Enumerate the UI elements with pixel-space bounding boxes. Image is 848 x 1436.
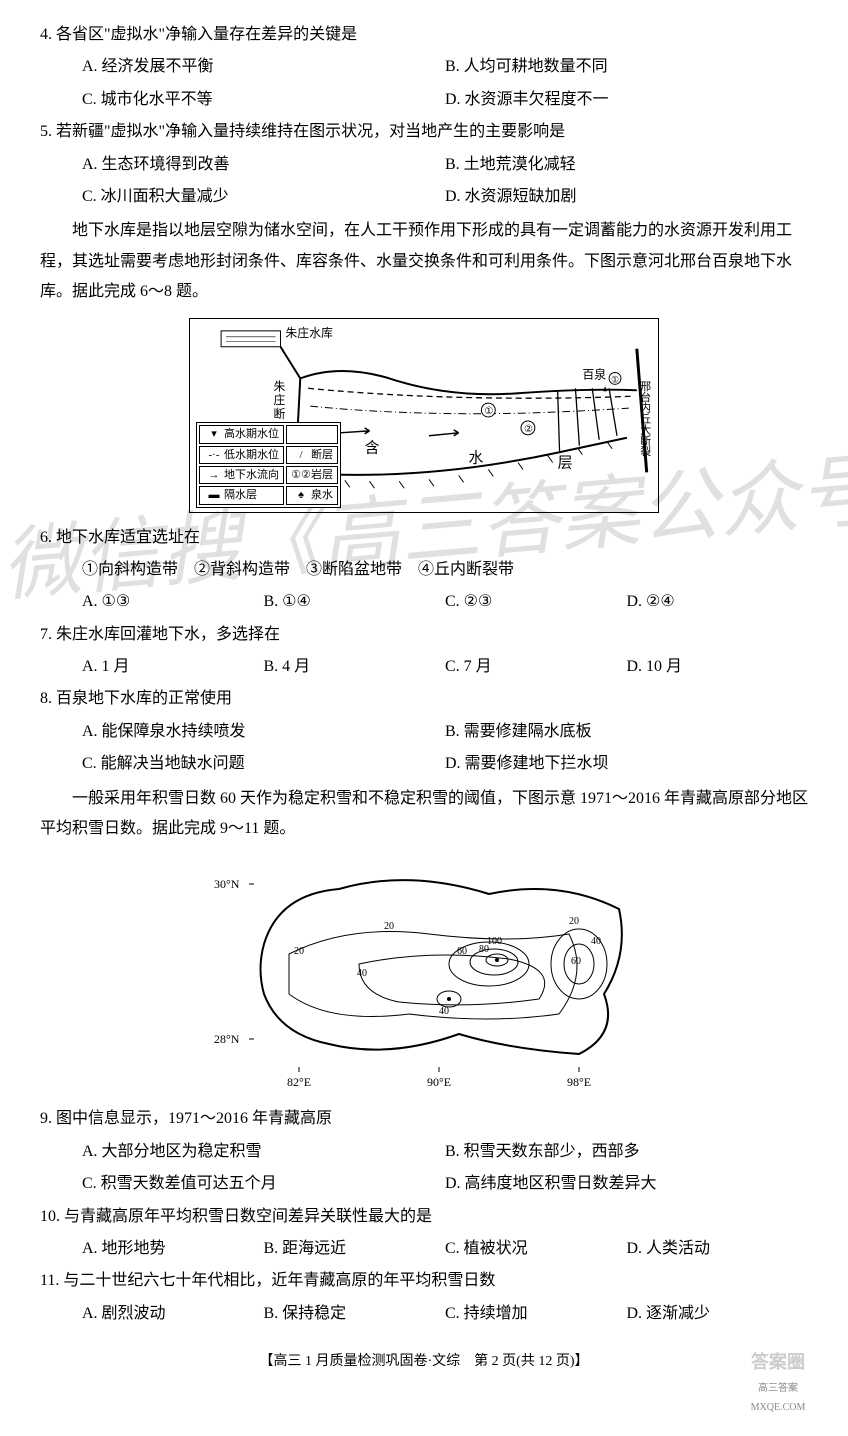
figure-2: 30°N 28°N 82°E 90°E 98°E 20 20 20 40 40 … (40, 854, 808, 1094)
q7-option-a: A. 1 月 (82, 652, 264, 682)
lon-90e: 90°E (427, 1075, 451, 1089)
q10-option-c: C. 植被状况 (445, 1234, 627, 1264)
lat-28n: 28°N (214, 1032, 240, 1046)
label-xingtai-fault: 邢台内丘大断裂 (639, 379, 651, 456)
q5-option-a: A. 生态环境得到改善 (82, 150, 445, 180)
legend-flow: 地下水流向 (224, 469, 279, 481)
q7-option-b: B. 4 月 (264, 652, 446, 682)
q9-options-row1: A. 大部分地区为稳定积雪 B. 积雪天数东部少，西部多 (40, 1137, 808, 1167)
q6-option-c: C. ②③ (445, 587, 627, 617)
corner-watermark-logo: 答案圈 高三答案 MXQE.COM (728, 1346, 828, 1416)
q8-option-a: A. 能保障泉水持续喷发 (82, 717, 445, 747)
q5-options-row2: C. 冰川面积大量减少 D. 水资源短缺加剧 (40, 182, 808, 212)
q5-option-d: D. 水资源短缺加剧 (445, 182, 808, 212)
q11-option-a: A. 剧烈波动 (82, 1299, 264, 1329)
q6-sub-options: ①向斜构造带 ②背斜构造带 ③断陷盆地带 ④丘内断裂带 (40, 555, 808, 585)
svg-text:20: 20 (569, 916, 579, 927)
q8-options-row2: C. 能解决当地缺水问题 D. 需要修建地下拦水坝 (40, 749, 808, 779)
label-han: 含 (365, 439, 380, 456)
q9-option-b: B. 积雪天数东部少，西部多 (445, 1137, 808, 1167)
svg-text:20: 20 (294, 946, 304, 957)
q11-option-d: D. 逐渐减少 (627, 1299, 809, 1329)
svg-text:60: 60 (457, 946, 467, 957)
legend-strata: 岩层 (311, 469, 333, 481)
q6-option-a: A. ①③ (82, 587, 264, 617)
svg-text:40: 40 (357, 968, 367, 979)
q10-option-d: D. 人类活动 (627, 1234, 809, 1264)
q10-option-a: A. 地形地势 (82, 1234, 264, 1264)
svg-text:100: 100 (487, 936, 502, 947)
q11-stem: 11. 与二十世纪六七十年代相比，近年青藏高原的年平均积雪日数 (40, 1266, 808, 1296)
q5-options-row1: A. 生态环境得到改善 B. 土地荒漠化减轻 (40, 150, 808, 180)
q11-option-b: B. 保持稳定 (264, 1299, 446, 1329)
q9-options-row2: C. 积雪天数差值可达五个月 D. 高纬度地区积雪日数差异大 (40, 1169, 808, 1199)
legend-spring: 泉水 (311, 489, 333, 501)
svg-text:①: ① (611, 374, 619, 384)
svg-text:40: 40 (439, 1006, 449, 1017)
label-layer-2: ② (524, 423, 533, 434)
q5-option-c: C. 冰川面积大量减少 (82, 182, 445, 212)
q5-stem: 5. 若新疆"虚拟水"净输入量持续维持在图示状况，对当地产生的主要影响是 (40, 117, 808, 147)
label-shui: 水 (469, 449, 484, 466)
q9-stem: 9. 图中信息显示，1971～2016 年青藏高原 (40, 1104, 808, 1134)
svg-text:60: 60 (571, 956, 581, 967)
q6-option-b: B. ①④ (264, 587, 446, 617)
q4-stem: 4. 各省区"虚拟水"净输入量存在差异的关键是 (40, 20, 808, 50)
figure-1-legend: ▾高水期水位 -·-低水期水位 /断层 →地下水流向 ①②岩层 ▬隔水层 ♠泉水 (196, 422, 341, 507)
q4-option-b: B. 人均可耕地数量不同 (445, 52, 808, 82)
q4-option-d: D. 水资源丰欠程度不一 (445, 85, 808, 115)
legend-low-water: 低水期水位 (224, 449, 279, 461)
lon-98e: 98°E (567, 1075, 591, 1089)
q4-option-c: C. 城市化水平不等 (82, 85, 445, 115)
q7-option-c: C. 7 月 (445, 652, 627, 682)
q9-option-d: D. 高纬度地区积雪日数差异大 (445, 1169, 808, 1199)
q10-options: A. 地形地势 B. 距海远近 C. 植被状况 D. 人类活动 (40, 1234, 808, 1264)
q7-stem: 7. 朱庄水库回灌地下水，多选择在 (40, 620, 808, 650)
figure-1: 朱庄水库 朱 庄 断 (40, 318, 808, 513)
svg-text:40: 40 (591, 936, 601, 947)
q10-option-b: B. 距海远近 (264, 1234, 446, 1264)
q4-option-a: A. 经济发展不平衡 (82, 52, 445, 82)
label-zhuzhuang-shuiku: 朱庄水库 (285, 325, 333, 339)
page-footer: 【高三 1 月质量检测巩固卷·文综 第 2 页(共 12 页)】 (40, 1349, 808, 1376)
svg-text:断: 断 (274, 406, 286, 420)
q4-options-row2: C. 城市化水平不等 D. 水资源丰欠程度不一 (40, 85, 808, 115)
q5-option-b: B. 土地荒漠化减轻 (445, 150, 808, 180)
q8-option-c: C. 能解决当地缺水问题 (82, 749, 445, 779)
passage-1: 地下水库是指以地层空隙为储水空间，在人工干预作用下形成的具有一定调蓄能力的水资源… (40, 216, 808, 307)
q9-option-c: C. 积雪天数差值可达五个月 (82, 1169, 445, 1199)
legend-high-water: 高水期水位 (224, 428, 279, 440)
q8-option-d: D. 需要修建地下拦水坝 (445, 749, 808, 779)
lat-30n: 30°N (214, 877, 240, 891)
label-baiquan: 百泉 (582, 367, 606, 381)
q10-stem: 10. 与青藏高原年平均积雪日数空间差异关联性最大的是 (40, 1202, 808, 1232)
q7-options: A. 1 月 B. 4 月 C. 7 月 D. 10 月 (40, 652, 808, 682)
q11-options: A. 剧烈波动 B. 保持稳定 C. 持续增加 D. 逐渐减少 (40, 1299, 808, 1329)
q8-stem: 8. 百泉地下水库的正常使用 (40, 684, 808, 714)
q6-stem: 6. 地下水库适宜选址在 (40, 523, 808, 553)
svg-text:20: 20 (384, 921, 394, 932)
svg-text:庄: 庄 (274, 393, 286, 407)
passage-2: 一般采用年积雪日数 60 天作为稳定积雪和不稳定积雪的阈值，下图示意 1971～… (40, 784, 808, 845)
q8-option-b: B. 需要修建隔水底板 (445, 717, 808, 747)
q8-options-row1: A. 能保障泉水持续喷发 B. 需要修建隔水底板 (40, 717, 808, 747)
label-ceng: 层 (558, 455, 573, 471)
snow-contour-map-svg: 30°N 28°N 82°E 90°E 98°E 20 20 20 40 40 … (209, 854, 639, 1094)
q11-option-c: C. 持续增加 (445, 1299, 627, 1329)
q9-option-a: A. 大部分地区为稳定积雪 (82, 1137, 445, 1167)
q4-options-row1: A. 经济发展不平衡 B. 人均可耕地数量不同 (40, 52, 808, 82)
q6-option-d: D. ②④ (627, 587, 809, 617)
lon-82e: 82°E (287, 1075, 311, 1089)
q7-option-d: D. 10 月 (627, 652, 809, 682)
q6-options: A. ①③ B. ①④ C. ②③ D. ②④ (40, 587, 808, 617)
legend-aquiclude: 隔水层 (224, 489, 257, 501)
label-zhuzhuang-duanlie: 朱 (274, 379, 286, 393)
label-layer-1: ① (484, 406, 493, 417)
legend-fault: 断层 (311, 449, 333, 461)
